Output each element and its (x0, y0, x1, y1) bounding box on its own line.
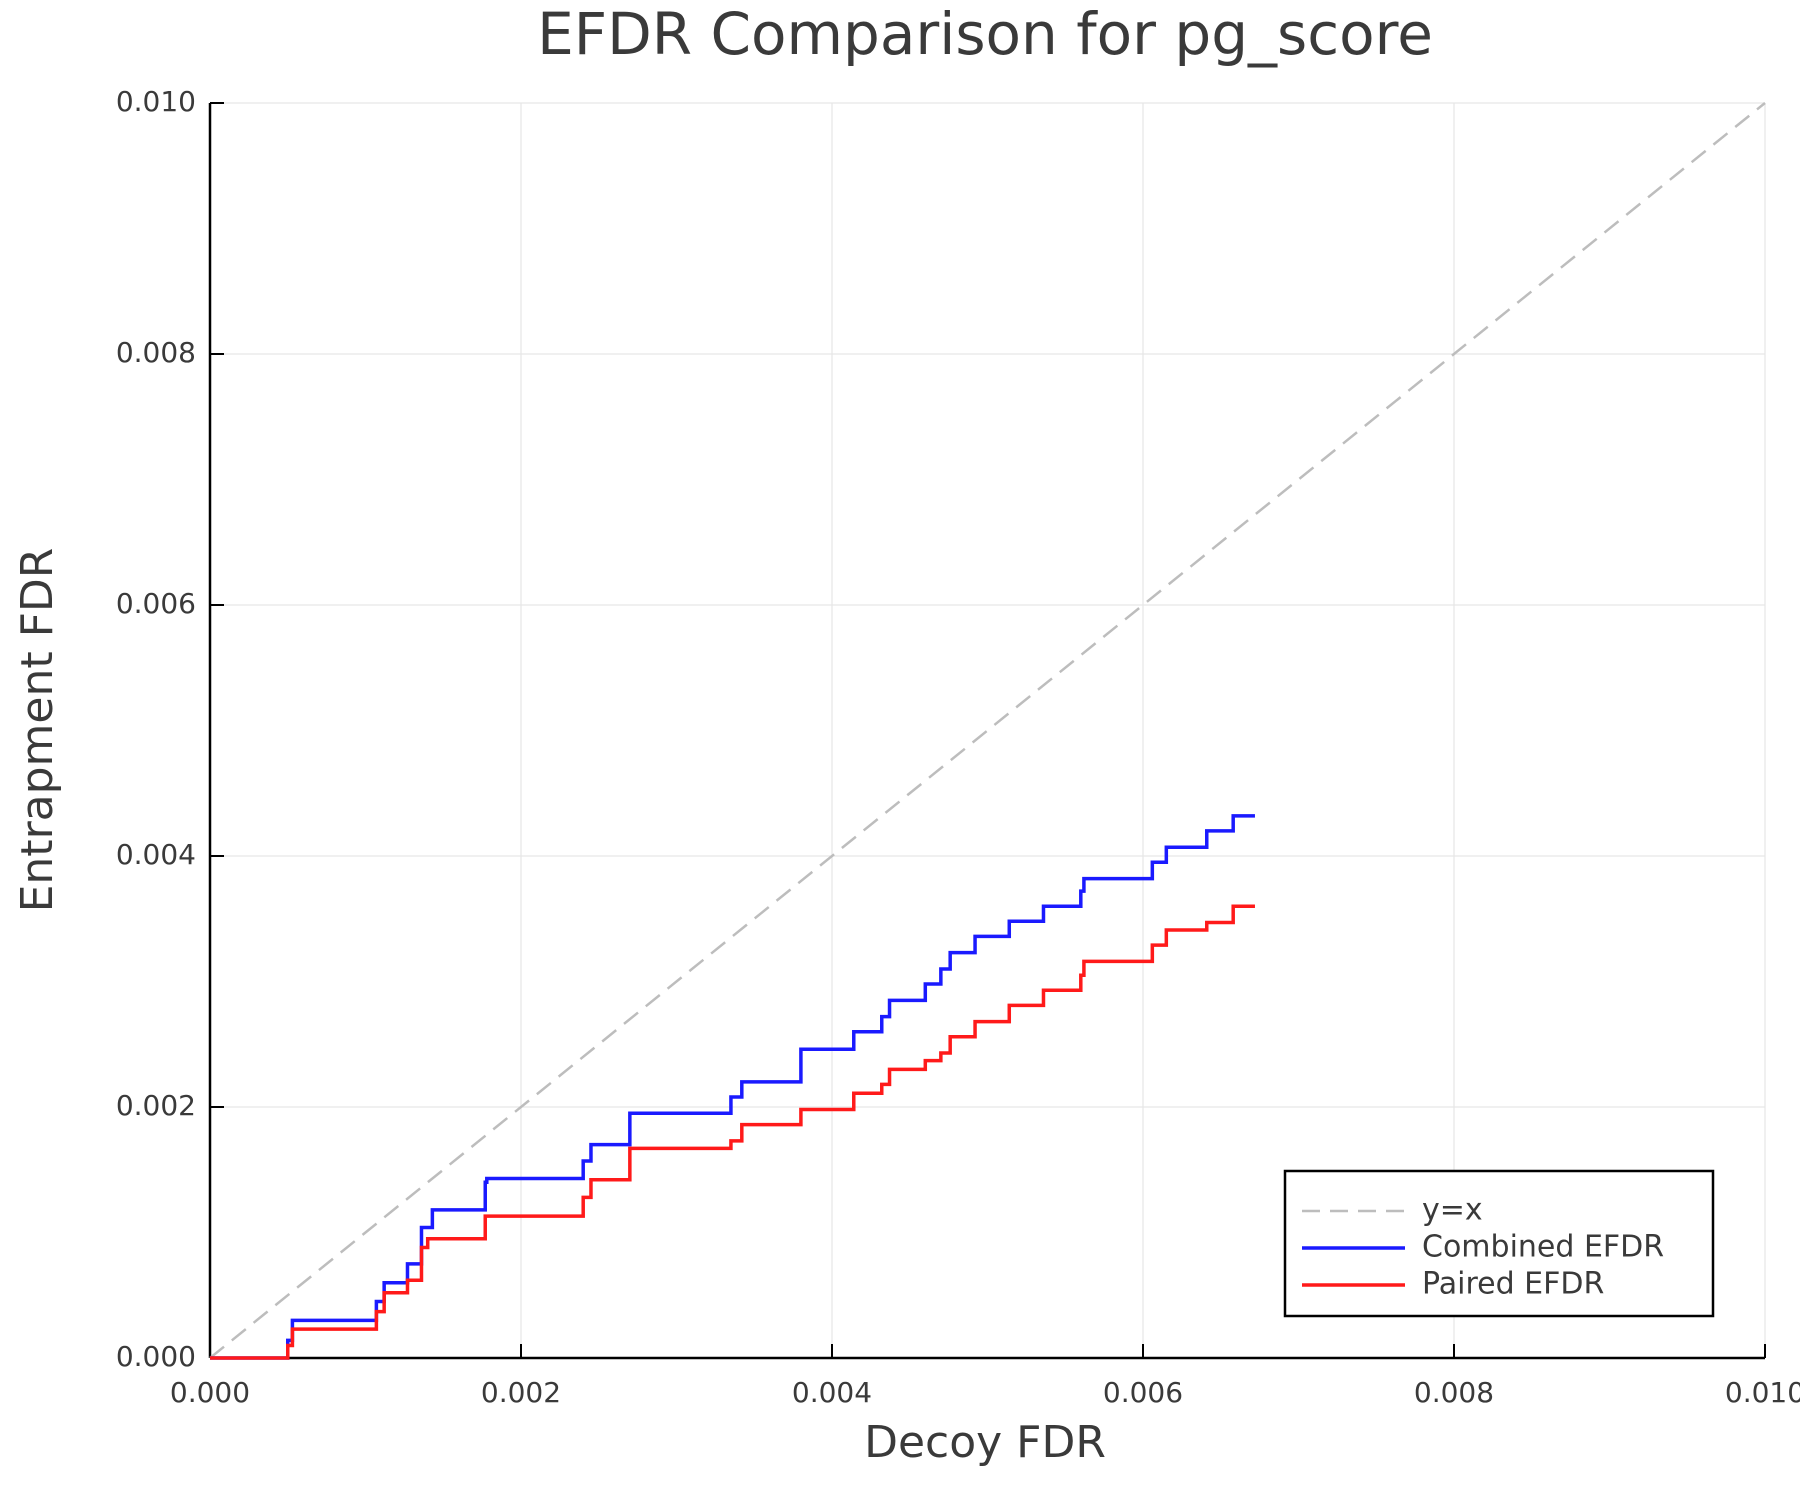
x-tick-label: 0.004 (792, 1376, 872, 1409)
y-tick-label: 0.002 (116, 1089, 196, 1122)
legend-label: y=x (1422, 1193, 1483, 1228)
series-line (210, 814, 1255, 1360)
x-tick-label: 0.008 (1414, 1376, 1494, 1409)
series-line (209, 102, 1766, 1359)
y-tick-label: 0.010 (116, 85, 196, 118)
legend-box (1283, 1169, 1715, 1318)
y-axis-label: Entrapment FDR (12, 548, 63, 913)
y-tick-label: 0.000 (116, 1340, 196, 1373)
legend-label: Paired EFDR (1422, 1267, 1604, 1302)
x-axis-label: Decoy FDR (864, 1417, 1106, 1468)
x-tick-label: 0.010 (1725, 1376, 1800, 1409)
series-line (210, 904, 1255, 1360)
x-tick-label: 0.006 (1103, 1376, 1183, 1409)
x-tick-label: 0.002 (481, 1376, 561, 1409)
y-tick-label: 0.008 (116, 336, 196, 369)
y-tick-label: 0.006 (116, 587, 196, 620)
legend-label: Combined EFDR (1422, 1230, 1664, 1265)
y-tick-label: 0.004 (116, 838, 196, 871)
x-tick-label: 0.000 (170, 1376, 250, 1409)
chart-title: EFDR Comparison for pg_score (537, 0, 1433, 68)
